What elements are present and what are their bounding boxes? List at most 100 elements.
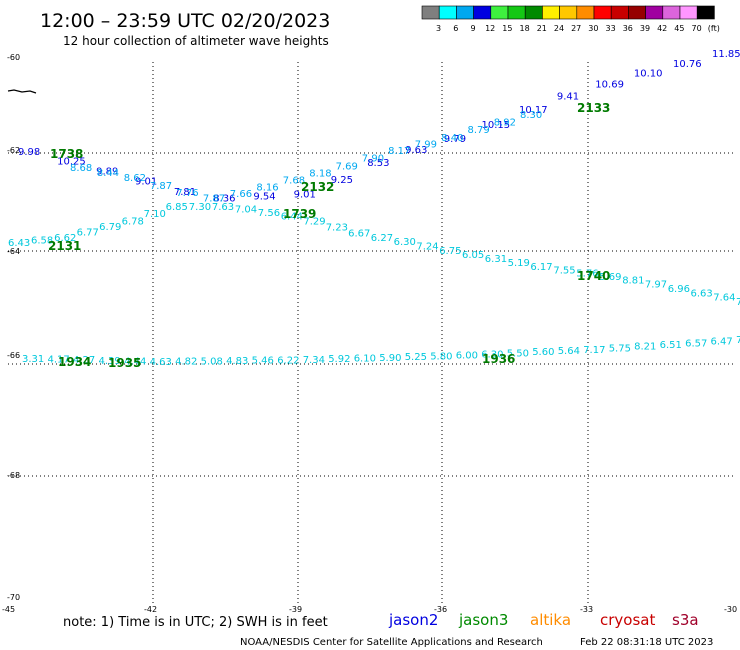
legend-swatch — [628, 5, 646, 20]
wave-height-reading: 6.77 — [77, 228, 99, 239]
pass-label: 1935 — [108, 356, 141, 370]
wave-height-reading: 5.92 — [328, 354, 350, 365]
wave-height-reading: 8.79 — [468, 125, 490, 136]
lat-label-68: -68 — [7, 471, 20, 480]
wave-height-reading: 6.75 — [439, 246, 461, 257]
wave-height-reading: 9.98 — [18, 147, 40, 158]
wave-height-reading: 5.60 — [532, 347, 554, 358]
legend-swatch — [456, 5, 474, 20]
legend-label: 12 — [485, 24, 495, 33]
wave-height-reading: 8.30 — [520, 110, 542, 121]
wave-height-reading: 7.55 — [553, 265, 575, 276]
wave-height-reading: 8.18 — [309, 169, 331, 180]
pass-label: 1738 — [50, 147, 83, 161]
wave-height-reading: 5.19 — [508, 258, 530, 269]
lat-label-62: -62 — [7, 146, 20, 155]
pass-label: 1740 — [577, 269, 610, 283]
wave-height-reading: 7.10 — [144, 209, 166, 220]
legend-label: 18 — [520, 24, 530, 33]
wave-height-reading: 4.63 — [150, 357, 172, 368]
wave-height-reading: 7.17 — [583, 345, 605, 356]
legend-swatch — [524, 5, 543, 20]
wave-height-reading: 7.81 — [174, 187, 196, 198]
satellite-altika: altika — [530, 611, 571, 629]
wave-height-reading: 4.27 — [73, 355, 95, 366]
legend-label: 45 — [674, 24, 684, 33]
wave-height-reading: 5.25 — [405, 352, 427, 363]
pass-label: 2132 — [301, 180, 334, 194]
wave-height-reading: 9.54 — [253, 191, 275, 202]
wave-height-reading: 7.25 — [736, 297, 740, 308]
wave-height-reading: 7.99 — [415, 140, 437, 151]
lon-label-36: -36 — [434, 605, 447, 614]
wave-height-reading: 7.36 — [736, 335, 740, 346]
wave-height-reading: 5.90 — [379, 353, 401, 364]
legend-swatch — [559, 5, 578, 20]
legend-label: 27 — [571, 24, 581, 33]
lat-label-64: -64 — [7, 247, 20, 256]
pass-label: 2133 — [577, 101, 610, 115]
wave-height-reading: 7.63 — [212, 202, 234, 213]
legend-label: (ft) — [708, 24, 720, 33]
wave-height-reading: 7.23 — [326, 222, 348, 233]
wave-height-reading: 6.57 — [685, 338, 707, 349]
wave-height-reading: 6.30 — [481, 350, 503, 361]
wave-height-reading: 4.17 — [48, 355, 70, 366]
wave-height-reading: 6.44 — [281, 212, 303, 223]
wave-height-reading: 6.96 — [668, 284, 690, 295]
satellite-jason2: jason2 — [388, 611, 438, 629]
wave-height-reading: 6.43 — [8, 238, 30, 249]
legend-swatch — [438, 5, 457, 20]
wave-height-reading: 6.58 — [31, 236, 53, 247]
legend-swatch — [645, 5, 664, 20]
wave-height-reading: 6.30 — [394, 237, 416, 248]
lat-label-60: -60 — [7, 53, 20, 62]
lat-label-66: -66 — [7, 351, 20, 360]
wave-height-reading: 5.69 — [599, 272, 621, 283]
wave-height-reading: 5.50 — [507, 348, 529, 359]
pass-labels: 1738 2131 2132 1739 1934 1935 1936 2133 … — [48, 101, 610, 370]
wave-height-reading: 6.00 — [456, 351, 478, 362]
wave-height-reading: 6.17 — [530, 262, 552, 273]
wave-height-reading: 8.92 — [494, 118, 516, 129]
wave-height-reading: 7.04 — [235, 204, 257, 215]
wave-height-reading: 11.85 — [712, 49, 740, 60]
wave-height-reading: 8.68 — [70, 163, 92, 174]
legend-swatch — [542, 5, 560, 20]
lon-label-33: -33 — [580, 605, 593, 614]
wave-height-reading: 10.76 — [673, 59, 702, 70]
lon-label-30: -30 — [724, 605, 737, 614]
wave-height-reading: 8.21 — [634, 342, 656, 353]
satellite-jason3: jason3 — [458, 611, 508, 629]
wave-height-reading: 9.01 — [294, 189, 316, 200]
pass-label: 1934 — [58, 355, 91, 369]
wave-height-reading: 6.78 — [122, 217, 144, 228]
wave-height-reading: 8.62 — [124, 173, 146, 184]
wave-height-legend: 3 6 9 12 15 18 21 24 27 30 33 36 39 42 45 70 (ft) — [421, 5, 720, 33]
wave-height-reading: 10.17 — [519, 105, 548, 116]
wave-height-reading: 7.69 — [336, 161, 358, 172]
wave-height-reading: 5.75 — [609, 343, 631, 354]
legend-swatch — [507, 5, 526, 20]
wave-height-reading: 10.10 — [634, 69, 663, 80]
wave-height-reading: 10.25 — [57, 156, 86, 167]
legend-label: 3 — [436, 24, 441, 33]
wave-height-reading: 6.27 — [371, 233, 393, 244]
coastline-fragment — [7, 89, 37, 94]
wave-height-reading: 7.90 — [362, 154, 384, 165]
wave-height-reading: 7.29 — [303, 216, 325, 227]
wave-height-reading: 10.15 — [482, 120, 511, 131]
wave-height-reading: 4.83 — [226, 356, 248, 367]
wave-height-reading: 4.82 — [175, 357, 197, 368]
wave-height-reading: 7.97 — [645, 280, 667, 291]
wave-height-reading: 3.31 — [22, 354, 44, 365]
note-text: note: 1) Time is in UTC; 2) SWH is in fe… — [63, 615, 328, 630]
wave-height-reading: 9.01 — [135, 177, 157, 188]
legend-label: 33 — [606, 24, 616, 33]
legend-label: 15 — [502, 24, 512, 33]
legend-swatch — [473, 5, 492, 20]
wave-height-reading: 9.25 — [331, 175, 353, 186]
legend-label: 30 — [588, 24, 598, 33]
lon-label-42: -42 — [144, 605, 157, 614]
